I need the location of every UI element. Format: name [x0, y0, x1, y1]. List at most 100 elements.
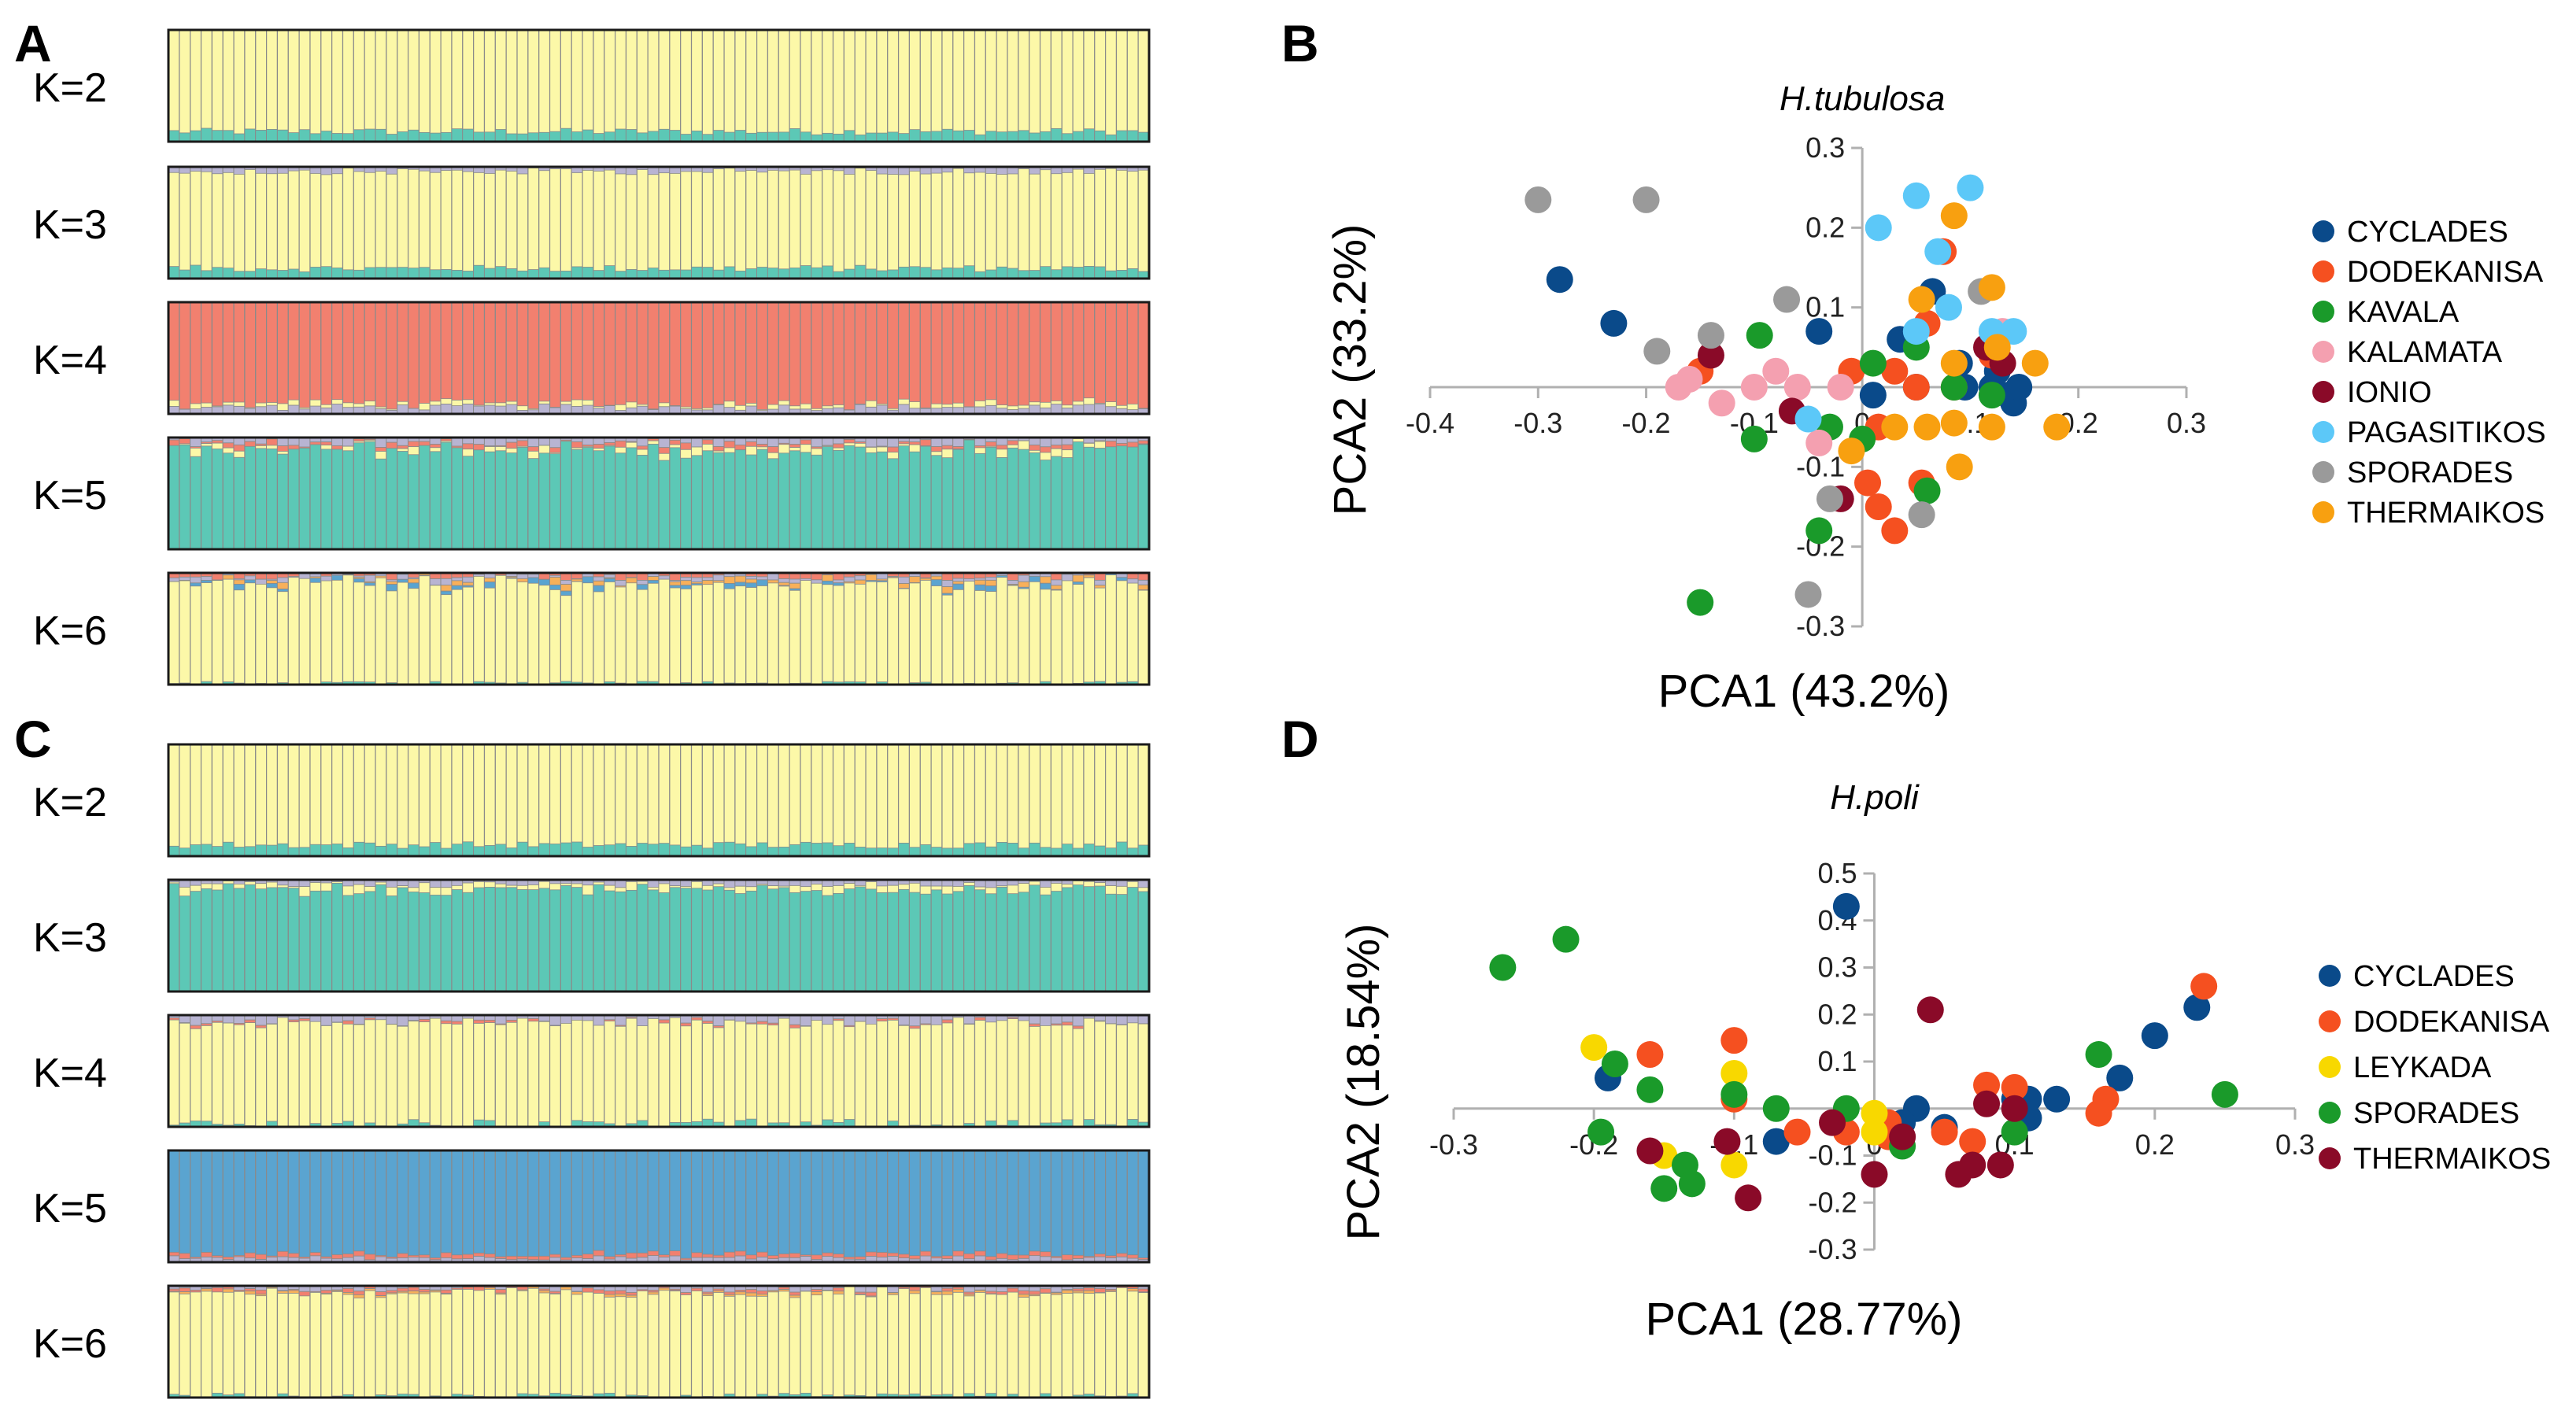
admixture-bar	[505, 1150, 518, 1263]
admixture-bar	[440, 29, 453, 142]
panel-letter-c: C	[14, 710, 52, 768]
admixture-bar	[1039, 879, 1051, 992]
admixture-bar	[320, 437, 333, 550]
admixture-bar	[342, 879, 354, 992]
admixture-bar	[418, 1014, 431, 1128]
admixture-bar	[320, 29, 333, 142]
admixture-segment	[941, 437, 954, 446]
admixture-segment	[473, 1019, 485, 1024]
admixture-bar	[778, 166, 790, 279]
admixture-bar	[331, 572, 344, 685]
admixture-segment	[669, 581, 682, 586]
admixture-segment	[298, 437, 311, 448]
admixture-bar	[222, 1285, 235, 1398]
legend-label: CYCLADES	[2353, 960, 2515, 993]
admixture-segment	[201, 1023, 213, 1026]
admixture-segment	[571, 1254, 583, 1258]
admixture-bar	[309, 744, 322, 857]
admixture-segment	[516, 578, 529, 582]
y-tick-label: -0.2	[1808, 1186, 1857, 1218]
admixture-segment	[1040, 582, 1051, 590]
admixture-segment	[244, 579, 257, 584]
admixture-bar	[919, 301, 932, 415]
admixture-segment	[985, 399, 997, 406]
admixture-segment	[723, 887, 736, 891]
admixture-bar	[1018, 572, 1030, 685]
admixture-segment	[331, 574, 343, 581]
admixture-segment	[756, 1251, 768, 1257]
admixture-segment	[626, 1017, 638, 1019]
admixture-segment	[843, 581, 856, 584]
admixture-bar	[985, 744, 997, 857]
admixture-segment	[201, 844, 213, 857]
admixture-segment	[941, 847, 954, 857]
admixture-segment	[386, 408, 398, 411]
admixture-segment	[364, 439, 376, 442]
admixture-bar	[647, 1285, 660, 1398]
admixture-segment	[756, 1021, 768, 1025]
admixture-bar	[756, 1285, 769, 1398]
admixture-segment	[723, 447, 736, 453]
legend-label: DODEKANISA	[2353, 1006, 2550, 1039]
admixture-bar	[952, 301, 965, 415]
admixture-bar	[1029, 1150, 1041, 1263]
admixture-bar	[505, 166, 518, 279]
admixture-segment	[615, 843, 626, 857]
admixture-segment	[941, 593, 954, 596]
data-point	[1587, 1118, 1615, 1146]
admixture-bar	[407, 301, 420, 415]
admixture-bar	[919, 572, 932, 685]
legend-marker	[2312, 220, 2334, 242]
admixture-segment	[386, 1292, 398, 1294]
admixture-segment	[756, 267, 768, 279]
admixture-segment	[1051, 1014, 1063, 1025]
admixture-segment	[833, 404, 844, 408]
admixture-bar	[1061, 166, 1074, 279]
admixture-bar	[1050, 1150, 1063, 1263]
admixture-bar	[494, 744, 507, 857]
admixture-bar	[647, 1150, 660, 1263]
admixture-bar	[582, 879, 594, 992]
admixture-segment	[745, 403, 757, 407]
admixture-segment	[745, 582, 757, 588]
admixture-bar	[538, 572, 551, 685]
admixture-segment	[408, 268, 419, 279]
admixture-bar	[222, 1014, 235, 1128]
admixture-bar	[647, 166, 660, 279]
admixture-bar	[516, 301, 529, 415]
admixture-segment	[767, 404, 779, 410]
admixture-segment	[397, 1253, 408, 1258]
admixture-segment	[516, 440, 529, 447]
admixture-segment	[462, 128, 475, 142]
admixture-bar	[756, 1150, 769, 1263]
admixture-bar	[887, 744, 900, 857]
admixture-segment	[353, 441, 365, 444]
admixture-bar	[298, 437, 311, 550]
admixture-bar	[941, 744, 954, 857]
admixture-bar	[974, 744, 986, 857]
admixture-bar	[200, 1150, 213, 1263]
admixture-bar	[397, 1150, 409, 1263]
admixture-bar	[1072, 29, 1085, 142]
admixture-bar	[876, 301, 889, 415]
admixture-segment	[386, 1014, 398, 1025]
data-point	[1600, 309, 1628, 337]
admixture-bar	[473, 166, 486, 279]
data-point	[1861, 1118, 1888, 1146]
admixture-segment	[1083, 404, 1096, 415]
admixture-segment	[811, 1291, 823, 1296]
admixture-segment	[941, 449, 954, 459]
admixture-bar	[941, 1014, 954, 1128]
admixture-bar	[756, 572, 769, 685]
admixture-bar	[462, 572, 475, 685]
admixture-segment	[429, 1257, 442, 1261]
admixture-segment	[211, 1287, 224, 1293]
admixture-segment	[865, 437, 878, 448]
admixture-bar	[200, 879, 213, 992]
admixture-segment	[898, 398, 910, 405]
admixture-segment	[287, 1253, 300, 1258]
admixture-bar	[244, 744, 257, 857]
admixture-segment	[320, 882, 333, 892]
admixture-bar	[549, 301, 561, 415]
admixture-segment	[201, 127, 213, 142]
